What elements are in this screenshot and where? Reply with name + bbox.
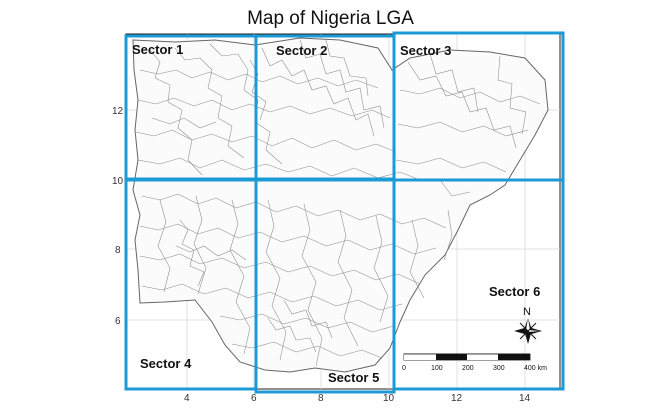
x-tick-label: 4 — [184, 393, 190, 404]
scale-label: 300 — [493, 365, 505, 372]
sector-5-label: Sector 5 — [328, 370, 379, 385]
x-tick-label: 14 — [519, 393, 531, 404]
y-tick-label: 10 — [112, 176, 124, 187]
lga-boundaries — [135, 39, 541, 367]
scale-label: 100 — [431, 365, 443, 372]
sector-grid — [124, 31, 565, 394]
north-arrow-icon: N — [514, 306, 542, 344]
y-tick-label: 8 — [115, 245, 121, 256]
x-tick-label: 10 — [383, 393, 395, 404]
scale-label: 400 km — [524, 365, 547, 372]
map-title: Map of Nigeria LGA — [247, 8, 414, 29]
scale-label: 0 — [402, 365, 406, 372]
x-tick-label: 12 — [451, 393, 463, 404]
y-tick-label: 6 — [115, 316, 121, 327]
north-label: N — [523, 306, 531, 318]
sector-4-label: Sector 4 — [140, 356, 192, 371]
y-tick-label: 12 — [112, 106, 124, 117]
x-tick-label: 6 — [251, 393, 257, 404]
x-tick-label: 8 — [318, 393, 324, 404]
sector-1-label: Sector 1 — [132, 42, 183, 57]
sector-6-box — [392, 178, 565, 391]
sector-3-label: Sector 3 — [400, 43, 451, 58]
scale-label: 200 — [462, 365, 474, 372]
scale-bar: 0 100 200 300 400 km — [402, 353, 547, 372]
sector-6-label: Sector 6 — [489, 284, 540, 299]
nigeria-outline — [132, 37, 549, 373]
sector-2-label: Sector 2 — [276, 43, 327, 58]
